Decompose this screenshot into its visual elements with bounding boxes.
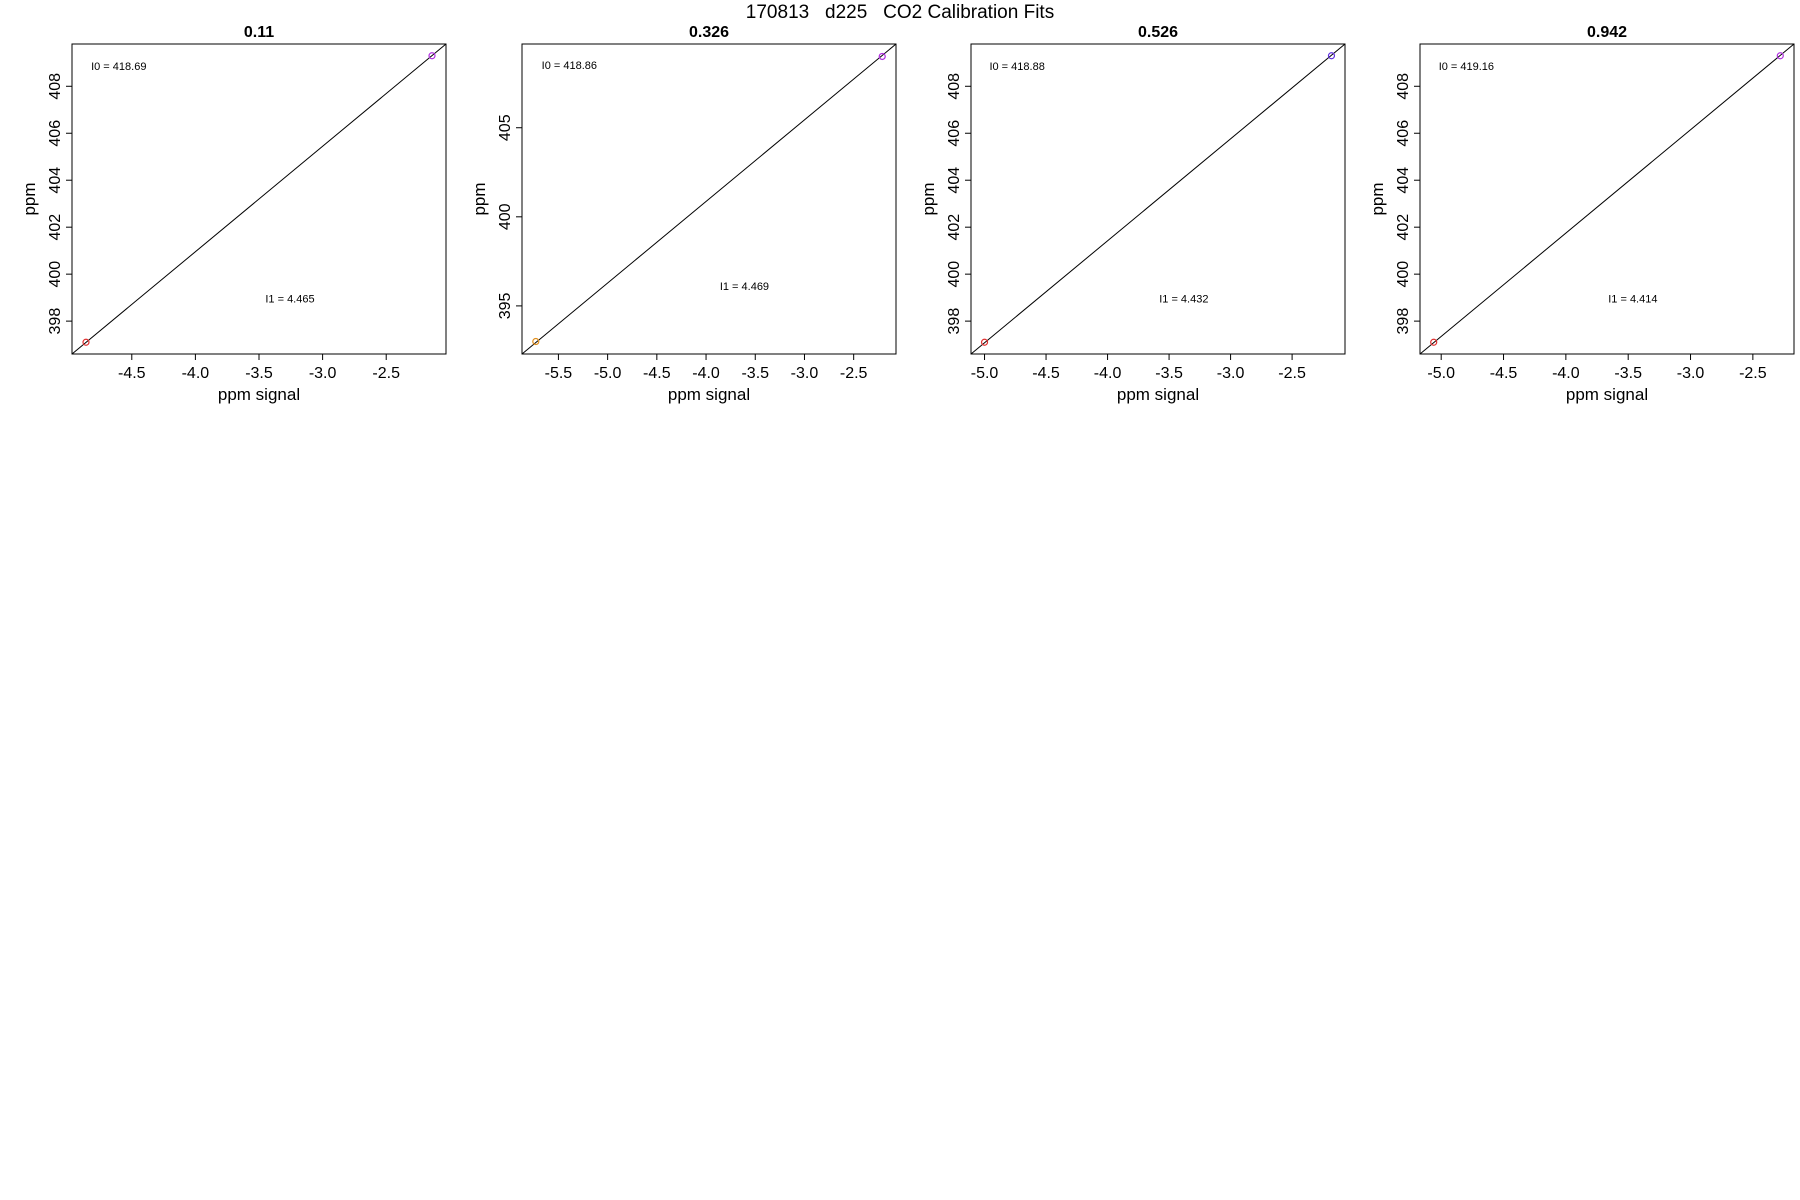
y-tick-label: 406 (1395, 120, 1412, 147)
fit-annotation: I1 = 4.414 (1608, 293, 1657, 305)
x-tick-label: -5.5 (545, 365, 573, 382)
y-tick-label: 404 (1395, 167, 1412, 194)
x-tick-label: -4.5 (643, 365, 671, 382)
fit-annotation: I0 = 418.69 (91, 61, 146, 73)
data-point (82, 338, 90, 346)
chart-panel-4: 0.942 -5.0 -4.5 -4.0 -3.5 -3.0 -2.5 398 400 402 40… (1368, 24, 1795, 404)
y-tick-label: 402 (946, 214, 963, 241)
y-tick-label: 404 (47, 167, 64, 194)
x-tick-label: -3.5 (741, 365, 769, 382)
x-tick-label: -3.0 (1677, 365, 1705, 382)
data-point (428, 52, 436, 60)
fit-annotation: I1 = 4.469 (720, 281, 769, 293)
y-tick-label: 402 (1395, 214, 1412, 241)
data-point (878, 52, 886, 61)
fit-annotation: I0 = 419.16 (1439, 61, 1494, 73)
x-tick-label: -4.0 (182, 365, 210, 382)
y-tick-label: 406 (47, 120, 64, 147)
x-tick-label: -4.5 (1490, 365, 1518, 382)
x-tick-label: -2.5 (372, 365, 400, 382)
y-tick-label: 408 (47, 73, 64, 100)
x-tick-label: -2.5 (1739, 365, 1767, 382)
x-tick-label: -4.0 (692, 365, 720, 382)
plot-frame (521, 43, 897, 355)
y-tick-label: 404 (946, 167, 963, 194)
x-tick-label: -3.5 (1614, 365, 1642, 382)
y-tick-label: 408 (1395, 73, 1412, 100)
page-title: 170813 d225 CO2 Calibration Fits (745, 2, 1055, 23)
x-axis-label: ppm signal (1117, 385, 1199, 404)
y-axis-label: ppm (20, 182, 39, 215)
panel-title: 0.942 (1587, 24, 1627, 41)
x-tick-label: -3.5 (245, 365, 273, 382)
x-axis-label: ppm signal (218, 385, 300, 404)
y-tick-label: 408 (946, 73, 963, 100)
x-axis-label: ppm signal (1566, 385, 1648, 404)
panel-title: 0.526 (1138, 24, 1178, 41)
y-tick-label: 402 (47, 214, 64, 241)
y-tick-label: 400 (946, 261, 963, 288)
y-tick-label: 406 (946, 120, 963, 147)
x-tick-label: -4.0 (1552, 365, 1580, 382)
x-tick-label: -4.0 (1094, 365, 1122, 382)
x-axis-label: ppm signal (668, 385, 750, 404)
plot-frame (1419, 43, 1795, 355)
chart-panel-2: 0.326 -5.5 -5.0 -4.5 -4.0 -3.5 -3.0 -2.5 395 400 4… (470, 24, 897, 404)
y-axis-label: ppm (1368, 182, 1387, 215)
fit-line (970, 43, 1346, 355)
chart-panel-3: 0.526 -5.0 -4.5 -4.0 -3.5 -3.0 -2.5 398 400 402 40… (919, 24, 1346, 404)
y-axis-label: ppm (919, 182, 938, 215)
data-point (980, 338, 989, 346)
x-tick-label: -5.0 (971, 365, 999, 382)
x-tick-label: -4.5 (1032, 365, 1060, 382)
y-tick-label: 400 (47, 261, 64, 288)
x-tick-label: -4.5 (118, 365, 146, 382)
x-tick-label: -3.0 (309, 365, 337, 382)
panel-title: 0.326 (689, 24, 729, 41)
x-tick-label: -3.0 (791, 365, 819, 382)
data-point (532, 337, 540, 346)
x-tick-label: -2.5 (1278, 365, 1306, 382)
x-tick-label: -5.0 (594, 365, 622, 382)
fit-line (71, 43, 447, 355)
data-point (1327, 52, 1336, 60)
fit-annotation: I1 = 4.432 (1159, 293, 1208, 305)
chart-panel-1: 0.11 -4.5 -4.0 -3.5 -3.0 -2.5 398 400 402 404 406 4… (20, 24, 447, 404)
fit-annotation: I0 = 418.88 (989, 61, 1044, 73)
plot-frame (970, 43, 1346, 355)
x-tick-label: -3.0 (1217, 365, 1245, 382)
fit-annotation: I0 = 418.86 (542, 60, 597, 72)
y-axis-label: ppm (470, 182, 489, 215)
y-tick-label: 398 (946, 308, 963, 335)
data-point (1776, 52, 1784, 60)
y-tick-label: 400 (497, 203, 514, 230)
x-tick-label: -5.0 (1427, 365, 1455, 382)
y-tick-label: 400 (1395, 261, 1412, 288)
y-tick-label: 405 (497, 114, 514, 141)
fit-line (521, 43, 897, 355)
data-point (1430, 338, 1438, 346)
x-tick-label: -3.5 (1155, 365, 1183, 382)
panel-title: 0.11 (244, 24, 274, 41)
y-tick-label: 398 (1395, 308, 1412, 335)
fit-annotation: I1 = 4.465 (265, 293, 314, 305)
y-tick-label: 398 (47, 308, 64, 335)
x-tick-label: -2.5 (840, 365, 868, 382)
fit-line (1419, 43, 1795, 355)
y-tick-label: 395 (497, 292, 514, 319)
